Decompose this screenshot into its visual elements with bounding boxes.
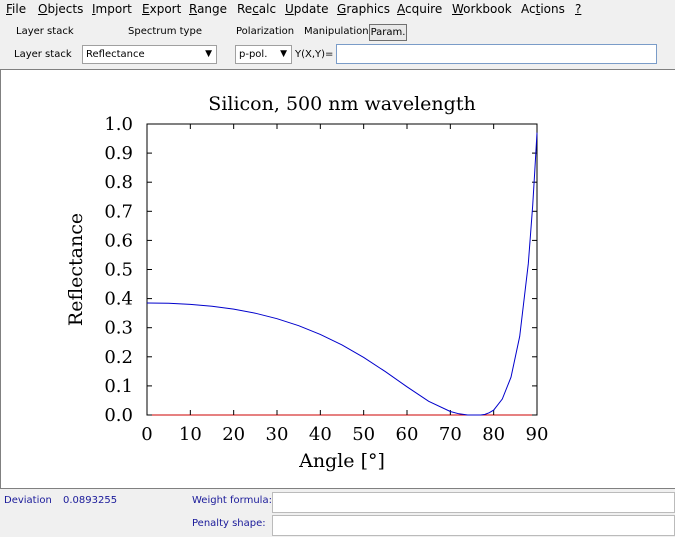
x-tick-label: 50 bbox=[352, 424, 375, 445]
spectrum-type-select[interactable]: Reflectance ▼ bbox=[82, 45, 217, 64]
menu-update[interactable]: Update bbox=[285, 2, 329, 16]
menu-workbook[interactable]: Workbook bbox=[452, 2, 512, 16]
polarization-header: Polarization bbox=[236, 26, 295, 37]
weight-formula-label: Weight formula: bbox=[192, 495, 272, 506]
menu-export[interactable]: Export bbox=[142, 2, 182, 16]
spectrum-type-value: Reflectance bbox=[86, 49, 145, 60]
x-tick-label: 80 bbox=[482, 424, 505, 445]
polarization-value: p-pol. bbox=[239, 49, 268, 60]
x-tick-label: 90 bbox=[526, 424, 549, 445]
formula-label: Y(X,Y)= bbox=[295, 49, 334, 60]
toolbar: Layer stack Spectrum type Polarization M… bbox=[0, 19, 675, 69]
menu-recalc[interactable]: Recalc bbox=[237, 2, 277, 16]
menu-objects[interactable]: Objects bbox=[38, 2, 84, 16]
y-tick-label: 0.8 bbox=[104, 172, 133, 193]
plot-frame bbox=[146, 123, 538, 416]
x-tick-label: 70 bbox=[439, 424, 462, 445]
x-tick-label: 0 bbox=[141, 424, 152, 445]
polarization-select[interactable]: p-pol. ▼ bbox=[235, 45, 292, 64]
status-bar: Deviation 0.0893255 Weight formula: Pena… bbox=[0, 490, 675, 537]
x-tick-label: 20 bbox=[222, 424, 245, 445]
y-tick-label: 1.0 bbox=[104, 114, 133, 135]
y-tick-label: 0.0 bbox=[104, 405, 133, 426]
plot-panel[interactable]: Silicon, 500 nm wavelength 0 10 20 30 40 50 60 7… bbox=[0, 69, 675, 489]
deviation-value: 0.0893255 bbox=[63, 495, 118, 506]
weight-formula-input[interactable] bbox=[272, 492, 675, 513]
menu-help[interactable]: ? bbox=[575, 2, 582, 16]
menu-import[interactable]: Import bbox=[92, 2, 132, 16]
penalty-shape-input[interactable] bbox=[272, 515, 675, 536]
dropdown-arrow-icon: ▼ bbox=[205, 49, 212, 59]
dropdown-arrow-icon: ▼ bbox=[280, 49, 287, 59]
y-tick-label: 0.3 bbox=[104, 318, 133, 339]
x-tick-label: 30 bbox=[266, 424, 289, 445]
penalty-shape-label: Penalty shape: bbox=[192, 518, 266, 529]
y-tick-label: 0.6 bbox=[104, 230, 133, 251]
y-tick-label: 0.4 bbox=[104, 289, 133, 310]
layer-stack-header: Layer stack bbox=[16, 26, 74, 37]
chart-title: Silicon, 500 nm wavelength bbox=[208, 93, 475, 115]
formula-input[interactable] bbox=[336, 44, 657, 64]
y-tick-label: 0.1 bbox=[104, 376, 133, 397]
y-tick-label: 0.7 bbox=[104, 201, 133, 222]
y-tick-label: 0.5 bbox=[104, 260, 133, 281]
x-axis-label: Angle [°] bbox=[298, 450, 385, 472]
y-tick-label: 0.9 bbox=[104, 143, 133, 164]
menu-file[interactable]: File bbox=[6, 2, 27, 16]
menu-bar: File Objects Import Export Range Recalc … bbox=[0, 0, 675, 19]
deviation-label: Deviation bbox=[4, 495, 52, 506]
layer-stack-label[interactable]: Layer stack bbox=[14, 49, 72, 60]
spectrum-type-header: Spectrum type bbox=[128, 26, 202, 37]
menu-graphics[interactable]: Graphics bbox=[337, 2, 391, 16]
menu-actions[interactable]: Actions bbox=[521, 2, 565, 16]
y-tick-label: 0.2 bbox=[104, 347, 133, 368]
menu-range[interactable]: Range bbox=[189, 2, 228, 16]
x-tick-label: 40 bbox=[309, 424, 332, 445]
menu-acquire[interactable]: Acquire bbox=[397, 2, 443, 16]
reflectance-chart: Silicon, 500 nm wavelength 0 10 20 30 40 50 60 7… bbox=[65, 93, 549, 472]
x-tick-label: 60 bbox=[396, 424, 419, 445]
manipulation-header: Manipulation bbox=[304, 26, 369, 37]
y-axis-label: Reflectance bbox=[65, 213, 87, 326]
param-button[interactable]: Param. bbox=[369, 24, 407, 41]
x-tick-label: 10 bbox=[179, 424, 202, 445]
reflectance-curve bbox=[146, 132, 538, 416]
